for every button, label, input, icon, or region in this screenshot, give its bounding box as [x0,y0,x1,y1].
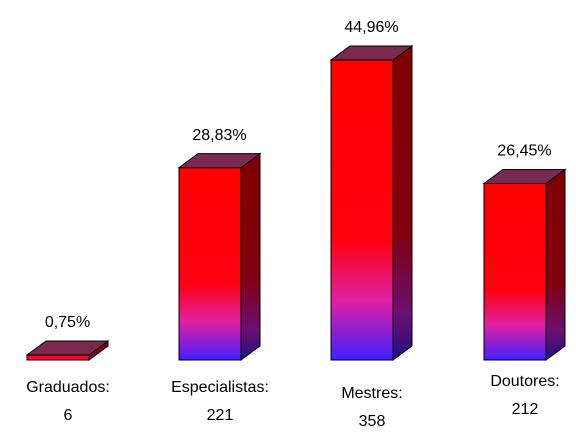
bar-top [177,153,262,169]
bar [330,59,394,361]
bar [483,183,547,361]
count-label: 221 [207,407,234,424]
data-label: 0,75% [45,314,90,331]
data-label: 26,45% [497,143,551,160]
count-label: 212 [512,401,539,418]
count-label: 358 [359,413,386,430]
bar-side [240,152,261,361]
bar-top [482,169,567,185]
bar-side [545,168,566,361]
category-label: Especialistas: [171,379,269,396]
category-label: Doutores: [490,373,559,390]
bar-top [329,45,414,61]
bar-side [392,45,413,361]
count-label: 6 [64,407,73,424]
bar [26,354,90,361]
category-label: Graduados: [26,379,110,396]
category-label: Mestres: [341,385,402,402]
data-label: 44,96% [344,19,398,36]
bar-top [25,340,110,356]
data-label: 28,83% [192,127,246,144]
bar [178,167,242,361]
